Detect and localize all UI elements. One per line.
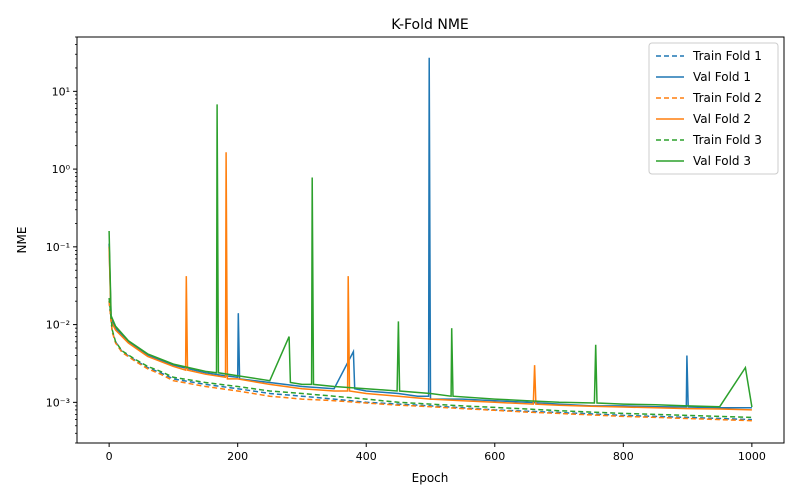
y-tick-label: 10⁻² [46,319,70,332]
x-tick-label: 200 [227,450,248,463]
series-line-6 [108,104,753,408]
legend-label: Val Fold 2 [693,112,751,126]
y-tick-label: 10⁰ [52,163,71,176]
legend-box [648,42,779,175]
x-axis: 0 200 400 600 800 1000 [106,443,766,463]
series-line-2 [108,57,752,409]
x-tick-label: 400 [356,450,377,463]
legend-label: Val Fold 1 [693,70,751,84]
series-line-5 [108,297,752,419]
y-axis: 10⁻³ 10⁻² 10⁻¹ 10⁰ 10¹ [46,36,77,444]
legend-label: Train Fold 2 [692,91,762,105]
x-tick-label: 800 [613,450,634,463]
legend: Train Fold 1 Val Fold 1 Train Fold 2 Val Fo… [648,42,779,175]
x-tick-label: 0 [106,450,113,463]
x-tick-label: 600 [484,450,505,463]
series-line-4 [108,152,752,411]
chart-title: K-Fold NME [391,17,469,33]
y-axis-title: NME [15,227,29,254]
legend-label: Train Fold 3 [692,133,762,147]
series-line-3 [108,301,752,422]
plot-frame [76,36,785,444]
y-tick-label: 10¹ [52,85,70,98]
y-tick-label: 10⁻¹ [46,241,70,254]
x-axis-title: Epoch [412,471,449,485]
legend-label: Val Fold 3 [693,154,751,168]
legend-label: Train Fold 1 [692,49,762,63]
y-tick-label: 10⁻³ [46,396,70,409]
plot-area [108,57,753,422]
x-tick-label: 1000 [738,450,766,463]
series-line-1 [108,301,752,421]
